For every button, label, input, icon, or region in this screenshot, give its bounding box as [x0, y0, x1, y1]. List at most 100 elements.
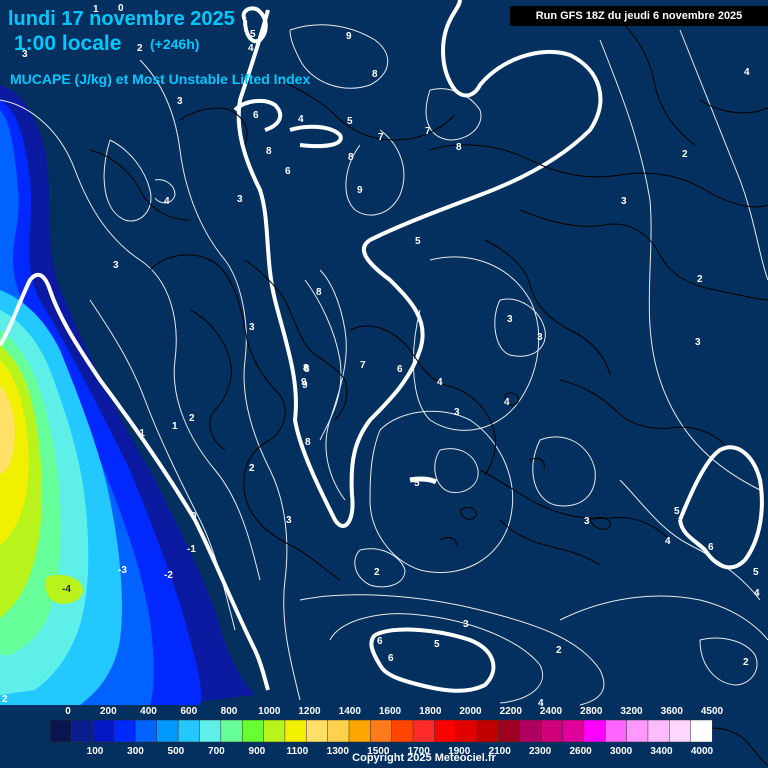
- legend-bottom-label: 3400: [650, 746, 673, 757]
- contour-label: 8: [456, 142, 462, 153]
- contour-label: 6: [397, 364, 403, 375]
- legend-top-label: 3200: [620, 706, 643, 717]
- contour-label: 8: [305, 437, 311, 448]
- contour-label: 3: [22, 49, 28, 60]
- legend-swatch: [583, 719, 606, 743]
- legend-swatch: [348, 719, 371, 743]
- cape-fill-zones: [0, 85, 255, 705]
- contour-label: 2: [556, 645, 562, 656]
- contour-label: 5: [415, 236, 421, 247]
- legend-swatch: [370, 719, 393, 743]
- legend-swatch: [92, 719, 115, 743]
- legend-swatch: [306, 719, 329, 743]
- contour-label: 6: [253, 110, 259, 121]
- legend-top-label: 2000: [459, 706, 482, 717]
- legend-bottom-label: 900: [249, 746, 266, 757]
- contour-label: 3: [507, 314, 513, 325]
- contour-label: 5: [250, 29, 256, 40]
- contour-label: 4: [437, 377, 443, 388]
- legend-swatch: [263, 719, 286, 743]
- contour-label: -4: [62, 584, 71, 595]
- map-parameter: MUCAPE (J/kg) et Most Unstable Lifted In…: [10, 71, 311, 87]
- contour-label: 6: [377, 636, 383, 647]
- forecast-hour: (+246h): [150, 36, 200, 52]
- contour-label: 9: [302, 380, 308, 391]
- contour-label: 3: [621, 196, 627, 207]
- coastlines: [89, 19, 768, 766]
- legend-bottom-label: 1100: [286, 746, 308, 757]
- contour-label: 3: [177, 96, 183, 107]
- legend-bottom-label: 4000: [691, 746, 714, 757]
- contour-label: 4: [744, 67, 750, 78]
- legend-swatch: [519, 719, 542, 743]
- contour-label: 9: [301, 377, 307, 388]
- legend-bottom-label: 100: [87, 746, 104, 757]
- legend-bottom-label: 1500: [367, 746, 390, 757]
- legend-swatch: [690, 719, 713, 743]
- contour-label: 1: [172, 421, 178, 432]
- legend-swatch: [284, 719, 307, 743]
- legend-top-label: 400: [140, 706, 157, 717]
- legend-swatch: [135, 719, 158, 743]
- legend-top-label: 1400: [339, 706, 362, 717]
- contour-label: 8: [266, 146, 272, 157]
- contour-label: 7: [360, 360, 366, 371]
- contour-label: 0: [191, 511, 197, 522]
- contour-label: 2: [2, 694, 8, 705]
- legend-top-label: 2400: [540, 706, 563, 717]
- legend-top-label: 1800: [419, 706, 442, 717]
- legend-bottom-label: 300: [127, 746, 144, 757]
- map-date: lundi 17 novembre 2025: [8, 8, 235, 30]
- legend-bottom-label: 1900: [448, 746, 471, 757]
- legend-swatch: [562, 719, 585, 743]
- contour-label: 7: [425, 126, 431, 137]
- contour-label: 7: [378, 132, 384, 143]
- contour-label: 3: [463, 619, 469, 630]
- contour-label: 4: [298, 114, 304, 125]
- legend-swatch: [177, 719, 201, 743]
- contour-label: 4: [248, 43, 254, 54]
- contour-label: 3: [113, 260, 119, 271]
- contour-label: -2: [164, 570, 173, 581]
- legend-bottom-label: 1700: [408, 746, 431, 757]
- contour-label: 4: [164, 196, 170, 207]
- cape-legend: 0 200 400 600 800 1000 1200 1400 1600 1800 2000 220…: [49, 706, 724, 757]
- legend-top-label: 800: [221, 706, 238, 717]
- legend-swatch: [647, 719, 670, 743]
- contour-label: 3: [286, 515, 292, 526]
- legend-swatch: [434, 719, 457, 743]
- legend-bottom-label: 3000: [610, 746, 633, 757]
- run-info: Run GFS 18Z du jeudi 6 novembre 2025: [510, 6, 768, 26]
- contour-label: 3: [237, 194, 243, 205]
- contour-label: 3: [454, 407, 460, 418]
- legend-bottom-label: 2300: [529, 746, 552, 757]
- legend-swatch: [71, 719, 94, 743]
- legend-top-label: 1000: [258, 706, 281, 717]
- contour-label: 2: [374, 567, 380, 578]
- contour-label: 9: [346, 31, 352, 42]
- legend-bottom-label: 2100: [489, 746, 512, 757]
- contour-label: 5: [674, 506, 680, 517]
- contour-label: -1: [136, 428, 145, 439]
- legend-swatch: [241, 719, 265, 743]
- contour-label: 2: [249, 463, 255, 474]
- contour-label: 3: [584, 516, 590, 527]
- contour-label: 8: [348, 152, 354, 163]
- legend-swatch: [327, 719, 350, 743]
- contour-label: 5: [434, 639, 440, 650]
- contour-label: 9: [357, 185, 363, 196]
- contour-label: 2: [189, 413, 195, 424]
- contour-label: 8: [304, 364, 310, 375]
- legend-swatch: [498, 719, 521, 743]
- contour-label: 8: [372, 69, 378, 80]
- contour-label: 2: [682, 149, 688, 160]
- legend-swatch: [626, 719, 649, 743]
- legend-swatch: [199, 719, 222, 743]
- contour-label: 0: [118, 3, 124, 14]
- legend-swatch: [220, 719, 243, 743]
- legend-swatch: [455, 719, 478, 743]
- contour-label: 1: [93, 4, 99, 15]
- contour-label: 6: [285, 166, 291, 177]
